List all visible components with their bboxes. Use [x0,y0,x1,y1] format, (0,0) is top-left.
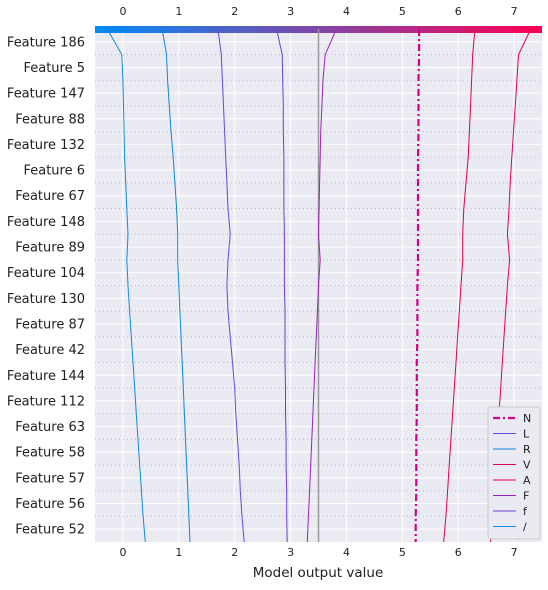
x-tick-bottom-label: 4 [343,546,350,559]
feature-label: Feature 63 [15,420,85,435]
legend-label: R [523,443,531,456]
x-tick-top-label: 7 [511,5,518,18]
x-tick-bottom-label: 1 [175,546,182,559]
feature-label: Feature 58 [15,446,85,461]
feature-label: Feature 67 [15,189,85,204]
feature-label: Feature 144 [7,369,85,384]
series-line-f [276,28,288,543]
x-tick-bottom-label: 2 [231,546,238,559]
feature-label: Feature 148 [7,215,85,230]
series-line-A [443,28,476,543]
x-tick-top-label: 4 [343,5,350,18]
legend-label: L [523,428,530,441]
feature-label: Feature 130 [7,292,85,307]
x-tick-bottom-label: 7 [511,546,518,559]
series-line-L [217,28,245,543]
x-ticks-top: 0 1 2 3 4 5 6 7 [119,5,517,18]
series-lines [106,28,532,543]
feature-label: Feature 88 [15,112,85,127]
legend-label: A [523,474,531,487]
x-tick-bottom-label: 0 [119,546,126,559]
feature-label: Feature 5 [23,61,85,76]
legend-label: N [523,412,531,425]
feature-label: Feature 104 [7,266,85,281]
x-tick-top-label: 3 [287,5,294,18]
feature-label: Feature 132 [7,138,85,153]
feature-labels: Feature 186 Feature 5 Feature 147 Feature 8… [7,35,85,537]
legend-label: V [523,459,531,472]
x-tick-bottom-label: 6 [455,546,462,559]
x-axis-label: Model output value [253,565,384,581]
x-tick-top-label: 5 [399,5,406,18]
legend-label: / [523,521,527,534]
feature-label: Feature 89 [15,241,85,256]
x-tick-bottom-label: 3 [287,546,294,559]
x-tick-top-label: 6 [455,5,462,18]
series-line-F [306,28,337,543]
series-line-R [161,28,191,543]
x-ticks-bottom: 0 1 2 3 4 5 6 7 [119,546,517,559]
x-tick-top-label: 1 [175,5,182,18]
feature-label: Feature 87 [15,317,85,332]
feature-label: Feature 112 [7,394,85,409]
series-line-/ [106,28,146,543]
x-tick-top-label: 0 [119,5,126,18]
feature-label: Feature 147 [7,87,85,102]
feature-label: Feature 57 [15,471,85,486]
x-tick-bottom-label: 5 [399,546,406,559]
x-tick-top-label: 2 [231,5,238,18]
feature-label: Feature 6 [23,164,85,179]
legend-box [487,406,541,540]
legend-label: f [523,505,528,518]
feature-label: Feature 56 [15,497,85,512]
feature-label: Feature 42 [15,343,85,358]
feature-label: Feature 186 [7,35,85,50]
feature-label: Feature 52 [15,523,85,538]
series-line-N [414,29,421,542]
legend-label: F [523,490,529,503]
